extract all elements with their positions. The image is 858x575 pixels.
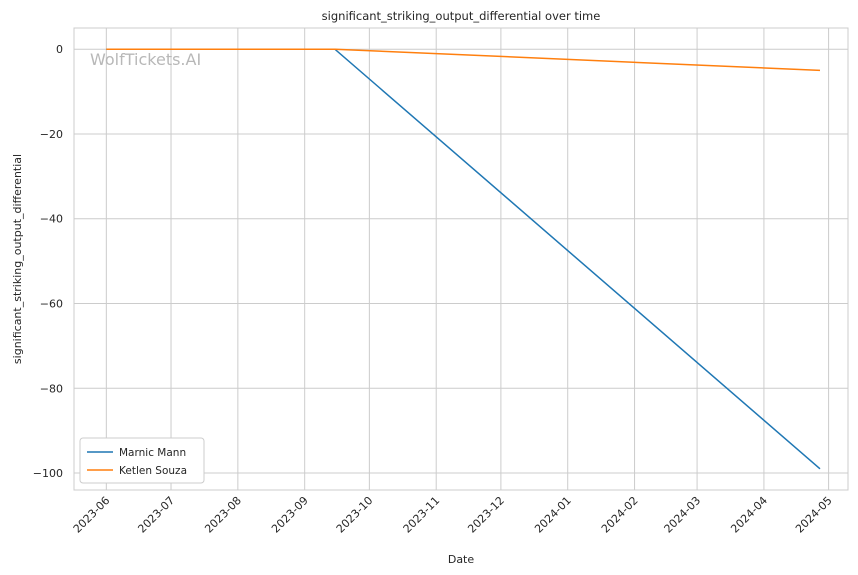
y-tick-label: −80 (40, 382, 63, 395)
y-tick-labels: 0 −20 −40 −60 −80 −100 (33, 43, 63, 480)
y-tick-label: −40 (40, 213, 63, 226)
x-tick-label: 2023-12 (465, 494, 507, 536)
x-tick-label: 2023-10 (334, 494, 376, 536)
x-tick-label: 2024-01 (532, 494, 574, 536)
y-tick-label: −100 (33, 467, 63, 480)
x-tick-label: 2023-07 (135, 494, 177, 536)
y-tick-label: −20 (40, 128, 63, 141)
x-tick-label: 2023-09 (269, 494, 311, 536)
chart-title: significant_striking_output_differential… (322, 9, 601, 23)
y-tick-label: −60 (40, 298, 63, 311)
grid (74, 28, 848, 490)
series-layer (106, 48, 821, 470)
legend: Marnic Mann Ketlen Souza (79, 437, 205, 484)
x-tick-label: 2024-04 (728, 494, 770, 536)
y-axis-title: significant_striking_output_differential (11, 154, 24, 364)
series-line-ketlen-souza (106, 48, 821, 72)
y-tick-label: 0 (56, 43, 63, 56)
legend-box (79, 437, 205, 484)
x-axis-title: Date (448, 553, 475, 566)
legend-label-ketlen-souza: Ketlen Souza (119, 465, 187, 477)
legend-label-marnic-mann: Marnic Mann (119, 447, 186, 459)
x-tick-label: 2024-05 (793, 494, 835, 536)
x-tick-label: 2023-11 (401, 494, 443, 536)
x-tick-labels: 2023-06 2023-07 2023-08 2023-09 2023-10 2023-… (71, 494, 835, 536)
x-tick-label: 2023-08 (202, 494, 244, 536)
watermark: WolfTickets.AI (90, 50, 201, 69)
x-tick-label: 2024-02 (599, 494, 641, 536)
x-tick-label: 2023-06 (71, 494, 113, 536)
x-tick-label: 2024-03 (662, 494, 704, 536)
plot-area (73, 27, 849, 491)
